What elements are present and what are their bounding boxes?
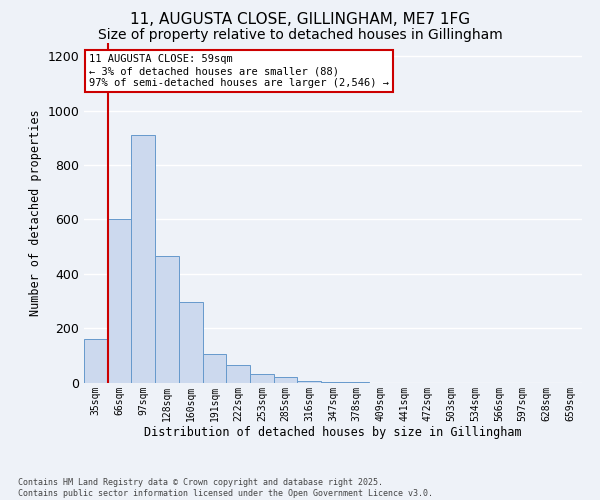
Text: 11 AUGUSTA CLOSE: 59sqm
← 3% of detached houses are smaller (88)
97% of semi-det: 11 AUGUSTA CLOSE: 59sqm ← 3% of detached… [89,54,389,88]
X-axis label: Distribution of detached houses by size in Gillingham: Distribution of detached houses by size … [144,426,522,439]
Bar [179,302,203,382]
Bar [108,220,131,382]
Bar [203,354,226,382]
Bar [226,365,250,382]
Text: Size of property relative to detached houses in Gillingham: Size of property relative to detached ho… [98,28,502,42]
Text: Contains HM Land Registry data © Crown copyright and database right 2025.
Contai: Contains HM Land Registry data © Crown c… [18,478,433,498]
Y-axis label: Number of detached properties: Number of detached properties [29,109,42,316]
Bar [274,377,298,382]
Bar [155,256,179,382]
Text: 11, AUGUSTA CLOSE, GILLINGHAM, ME7 1FG: 11, AUGUSTA CLOSE, GILLINGHAM, ME7 1FG [130,12,470,28]
Bar [250,374,274,382]
Bar [131,135,155,382]
Bar [84,339,108,382]
Bar [298,381,321,382]
